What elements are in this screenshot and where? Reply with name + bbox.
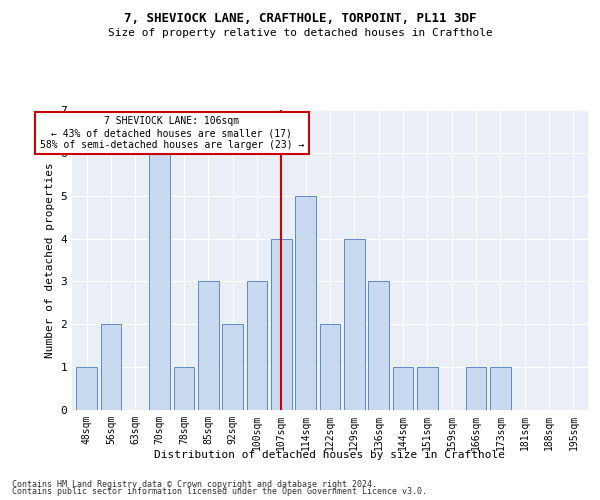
Text: Size of property relative to detached houses in Crafthole: Size of property relative to detached ho… <box>107 28 493 38</box>
Bar <box>149 153 170 410</box>
Y-axis label: Number of detached properties: Number of detached properties <box>45 162 55 358</box>
Bar <box>417 367 438 410</box>
Text: Distribution of detached houses by size in Crafthole: Distribution of detached houses by size … <box>155 450 505 460</box>
Text: Contains HM Land Registry data © Crown copyright and database right 2024.: Contains HM Land Registry data © Crown c… <box>12 480 377 489</box>
Text: 7 SHEVIOCK LANE: 106sqm
← 43% of detached houses are smaller (17)
58% of semi-de: 7 SHEVIOCK LANE: 106sqm ← 43% of detache… <box>40 116 304 150</box>
Bar <box>466 367 487 410</box>
Bar <box>101 324 121 410</box>
Bar <box>490 367 511 410</box>
Bar <box>368 282 389 410</box>
Bar <box>198 282 218 410</box>
Text: Contains public sector information licensed under the Open Government Licence v3: Contains public sector information licen… <box>12 488 427 496</box>
Bar <box>173 367 194 410</box>
Text: 7, SHEVIOCK LANE, CRAFTHOLE, TORPOINT, PL11 3DF: 7, SHEVIOCK LANE, CRAFTHOLE, TORPOINT, P… <box>124 12 476 26</box>
Bar <box>247 282 268 410</box>
Bar <box>295 196 316 410</box>
Bar <box>392 367 413 410</box>
Bar <box>320 324 340 410</box>
Bar <box>271 238 292 410</box>
Bar <box>344 238 365 410</box>
Bar <box>222 324 243 410</box>
Bar <box>76 367 97 410</box>
